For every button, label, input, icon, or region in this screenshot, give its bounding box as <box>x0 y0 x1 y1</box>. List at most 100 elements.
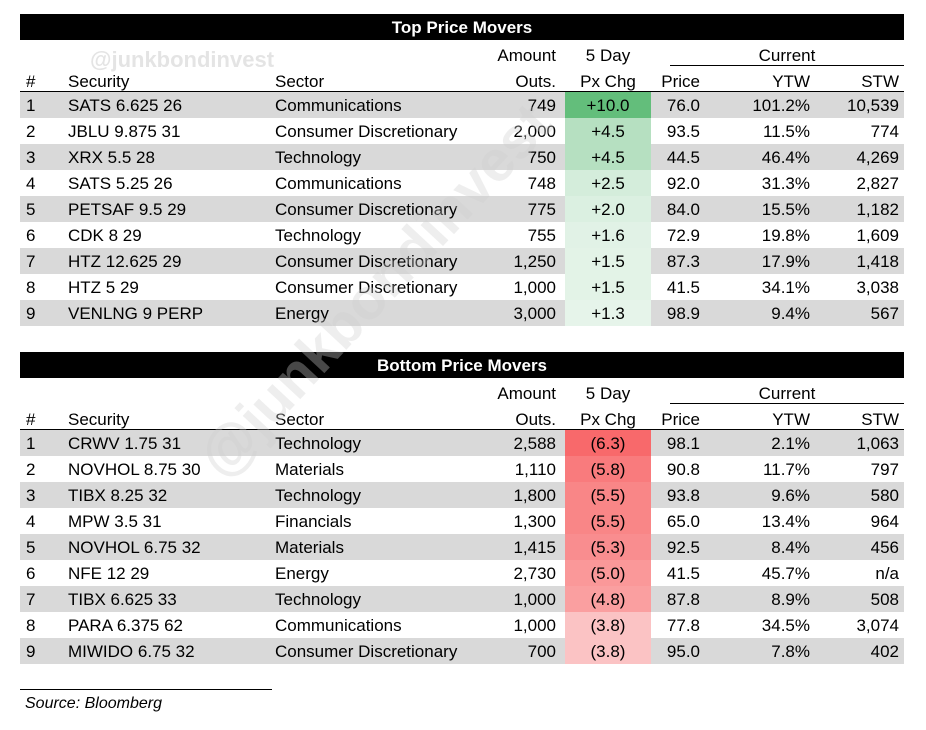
ytw-cell: 9.4% <box>771 304 810 323</box>
table-row: 8 PARA 6.375 62 Communications 1,000 (3.8) 77… <box>20 612 904 638</box>
sector-cell: Technology <box>275 148 362 167</box>
security-cell: PETSAF 9.5 29 <box>68 200 187 219</box>
security-cell: XRX 5.5 28 <box>68 148 155 167</box>
row-num: 4 <box>26 512 36 531</box>
ytw-cell: 31.3% <box>761 174 810 193</box>
price-cell: 77.8 <box>666 616 700 635</box>
top-movers-rows: 1 SATS 6.625 26 Communications 749 +10.0 76.0… <box>20 92 904 326</box>
sector-cell: Consumer Discretionary <box>275 642 458 661</box>
stw-cell: 3,038 <box>856 278 899 297</box>
ytw-cell: 15.5% <box>761 200 810 219</box>
security-cell: NOVHOL 6.75 32 <box>68 538 201 557</box>
top-movers-header: # Security Sector Amount Outs. 5 Day Px … <box>20 40 904 92</box>
row-num: 8 <box>26 278 36 297</box>
ytw-cell: 9.6% <box>771 486 810 505</box>
amount-cell: 748 <box>527 174 556 193</box>
security-cell: NOVHOL 8.75 30 <box>68 460 201 479</box>
price-cell: 84.0 <box>666 200 700 219</box>
sector-cell: Consumer Discretionary <box>275 278 458 297</box>
sector-cell: Communications <box>275 174 402 193</box>
sector-cell: Financials <box>275 512 352 531</box>
price-cell: 92.5 <box>666 538 700 557</box>
px-chg-cell: +4.5 <box>565 144 651 170</box>
amount-cell: 1,415 <box>513 538 556 557</box>
px-chg-cell: (4.8) <box>565 586 651 612</box>
table-row: 1 SATS 6.625 26 Communications 749 +10.0 76.0… <box>20 92 904 118</box>
sector-cell: Consumer Discretionary <box>275 122 458 141</box>
sector-cell: Technology <box>275 434 362 453</box>
ytw-cell: 8.9% <box>771 590 810 609</box>
current-underline <box>670 65 904 66</box>
px-chg-cell: +1.5 <box>565 248 651 274</box>
price-cell: 90.8 <box>666 460 700 479</box>
price-cell: 72.9 <box>666 226 700 245</box>
px-chg-cell: +1.6 <box>565 222 651 248</box>
sector-cell: Consumer Discretionary <box>275 252 458 271</box>
amount-cell: 775 <box>527 200 556 219</box>
sector-cell: Communications <box>275 96 402 115</box>
header-chg-bottom: Px Chg <box>580 410 636 429</box>
header-price: Price <box>661 72 700 91</box>
row-num: 6 <box>26 226 36 245</box>
stw-cell: 2,827 <box>856 174 899 193</box>
px-chg-cell: (5.3) <box>565 534 651 560</box>
stw-cell: 964 <box>870 512 899 531</box>
price-cell: 93.5 <box>666 122 700 141</box>
row-num: 3 <box>26 486 36 505</box>
px-chg-cell: +2.5 <box>565 170 651 196</box>
security-cell: PARA 6.375 62 <box>68 616 183 635</box>
header-num: # <box>26 72 36 91</box>
amount-cell: 2,000 <box>513 122 556 141</box>
table-row: 1 CRWV 1.75 31 Technology 2,588 (6.3) 98.1 2.1… <box>20 430 904 456</box>
price-cell: 41.5 <box>666 564 700 583</box>
row-num: 1 <box>26 96 36 115</box>
stw-cell: 508 <box>870 590 899 609</box>
amount-cell: 2,588 <box>513 434 556 453</box>
price-cell: 87.8 <box>666 590 700 609</box>
amount-cell: 1,000 <box>513 278 556 297</box>
sector-cell: Energy <box>275 304 329 323</box>
security-cell: CRWV 1.75 31 <box>68 434 182 453</box>
ytw-cell: 45.7% <box>761 564 810 583</box>
row-num: 5 <box>26 538 36 557</box>
bottom-movers-header: # Security Sector Amount Outs. 5 Day Px … <box>20 378 904 430</box>
amount-cell: 1,110 <box>514 460 556 479</box>
px-chg-cell: +10.0 <box>565 92 651 118</box>
amount-cell: 1,000 <box>513 590 556 609</box>
security-cell: CDK 8 29 <box>68 226 142 245</box>
header-price: Price <box>661 410 700 429</box>
sector-cell: Consumer Discretionary <box>275 200 458 219</box>
amount-cell: 755 <box>527 226 556 245</box>
row-num: 7 <box>26 252 36 271</box>
header-chg-top: 5 Day <box>585 46 631 65</box>
source-rule <box>20 689 272 690</box>
ytw-cell: 7.8% <box>771 642 810 661</box>
ytw-cell: 13.4% <box>761 512 810 531</box>
header-stw: STW <box>861 410 899 429</box>
stw-cell: 10,539 <box>847 96 899 115</box>
ytw-cell: 46.4% <box>761 148 810 167</box>
price-cell: 87.3 <box>666 252 700 271</box>
price-cell: 92.0 <box>666 174 700 193</box>
price-cell: 65.0 <box>666 512 700 531</box>
row-num: 7 <box>26 590 36 609</box>
price-cell: 98.1 <box>666 434 700 453</box>
price-cell: 95.0 <box>666 642 700 661</box>
security-cell: VENLNG 9 PERP <box>68 304 204 323</box>
header-current: Current <box>758 46 816 65</box>
ytw-cell: 17.9% <box>761 252 810 271</box>
amount-cell: 1,800 <box>513 486 556 505</box>
stw-cell: 774 <box>870 122 899 141</box>
sector-cell: Materials <box>275 460 344 479</box>
header-amount-bottom: Outs. <box>515 410 556 429</box>
sector-cell: Energy <box>275 564 329 583</box>
price-cell: 44.5 <box>666 148 700 167</box>
amount-cell: 700 <box>527 642 556 661</box>
header-amount-top: Amount <box>497 384 556 403</box>
header-ytw: YTW <box>772 410 810 429</box>
security-cell: NFE 12 29 <box>68 564 150 583</box>
table-row: 2 JBLU 9.875 31 Consumer Discretionary 2,00… <box>20 118 904 144</box>
table-row: 7 TIBX 6.625 33 Technology 1,000 (4.8) 87.8 8.… <box>20 586 904 612</box>
amount-cell: 749 <box>527 96 556 115</box>
stw-cell: 3,074 <box>856 616 899 635</box>
